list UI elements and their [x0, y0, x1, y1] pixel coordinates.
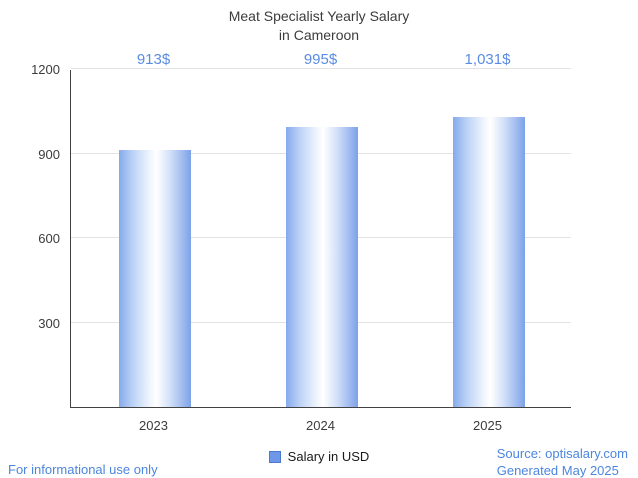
- legend: Salary in USD: [0, 449, 638, 464]
- y-axis-tick-label: 1200: [31, 62, 60, 77]
- x-axis-tick-label: 2024: [306, 418, 335, 433]
- legend-swatch-icon: [268, 450, 281, 463]
- bar-2025: [452, 116, 525, 407]
- bar-value-label: 995$: [303, 51, 338, 68]
- y-axis-tick-label: 300: [38, 315, 60, 331]
- x-axis-tick-label: 2023: [139, 418, 168, 433]
- y-axis-tick-label: 600: [38, 231, 60, 246]
- bar-2023: [118, 149, 191, 407]
- source-text: Source: optisalary.com: [496, 446, 628, 461]
- plot-area: [70, 68, 571, 408]
- chart-title: Meat Specialist Yearly Salary in Cameroo…: [228, 8, 410, 43]
- legend-label: Salary in USD: [287, 449, 370, 464]
- y-axis-tick-label: 900: [38, 146, 60, 162]
- bar-value-label: 1,031$: [464, 51, 511, 68]
- bar-2024: [285, 126, 358, 407]
- source-block: Source: optisalary.com Generated May 202…: [497, 446, 628, 478]
- disclaimer-text: For informational use only: [8, 462, 158, 477]
- x-axis-tick-label: 2025: [473, 418, 502, 433]
- gridline: [71, 68, 571, 69]
- bar-value-label: 913$: [136, 51, 171, 68]
- generated-text: Generated May 2025: [496, 462, 619, 478]
